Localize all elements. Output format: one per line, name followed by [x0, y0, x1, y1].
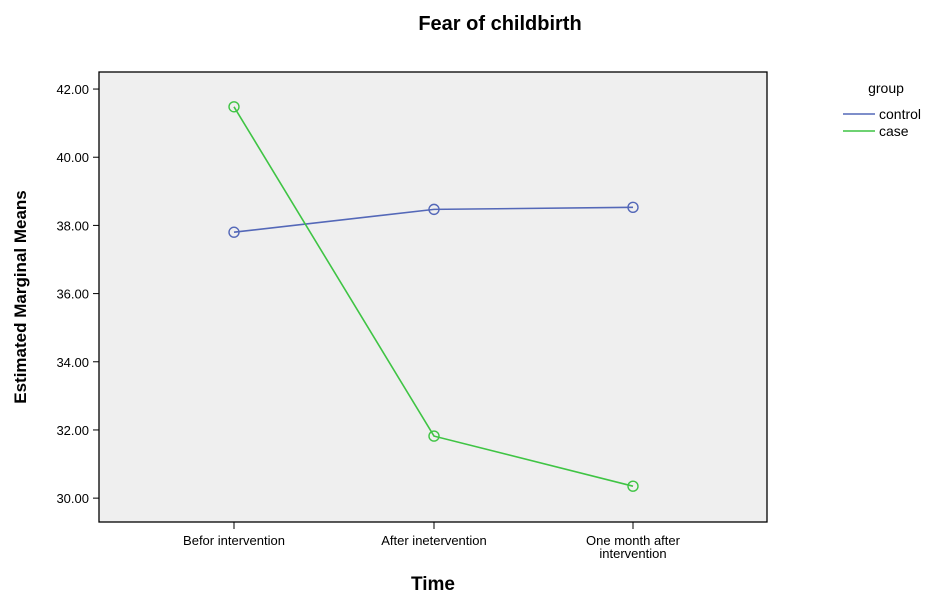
y-tick-label: 36.00: [56, 287, 89, 302]
data-point-control: [228, 226, 240, 238]
data-point-control: [428, 203, 440, 216]
data-point-case: [627, 480, 639, 492]
data-point-control: [627, 201, 639, 214]
data-point-case: [228, 101, 240, 113]
series-layer: [228, 101, 639, 492]
x-tick-label: One month after intervention: [586, 533, 681, 561]
plot-area: [98, 71, 768, 523]
chart-title: Fear of childbirth: [418, 13, 581, 35]
y-tick-label: 38.00: [56, 218, 89, 233]
x-axis: Befor intervention After inetervention One…: [183, 522, 681, 561]
y-axis-label: Estimated Marginal Means: [11, 190, 30, 404]
x-tick-label: After inetervention: [381, 533, 487, 548]
y-tick-label: 32.00: [56, 423, 89, 438]
series-line-control: [233, 206, 634, 234]
y-tick-label: 34.00: [56, 355, 89, 370]
y-axis: 30.00 32.00 34.00 36.00 38.00 40.00 42.00: [56, 82, 99, 506]
legend-label-case: case: [879, 123, 909, 139]
x-tick-label: Befor intervention: [183, 533, 285, 548]
data-point-case: [428, 430, 440, 442]
legend-label-control: control: [879, 106, 921, 122]
y-tick-label: 30.00: [56, 491, 89, 506]
x-axis-label: Time: [411, 574, 455, 592]
series-line-case: [233, 106, 634, 487]
legend-title: group: [868, 80, 904, 96]
y-tick-label: 42.00: [56, 82, 89, 97]
y-tick-label: 40.00: [56, 150, 89, 165]
